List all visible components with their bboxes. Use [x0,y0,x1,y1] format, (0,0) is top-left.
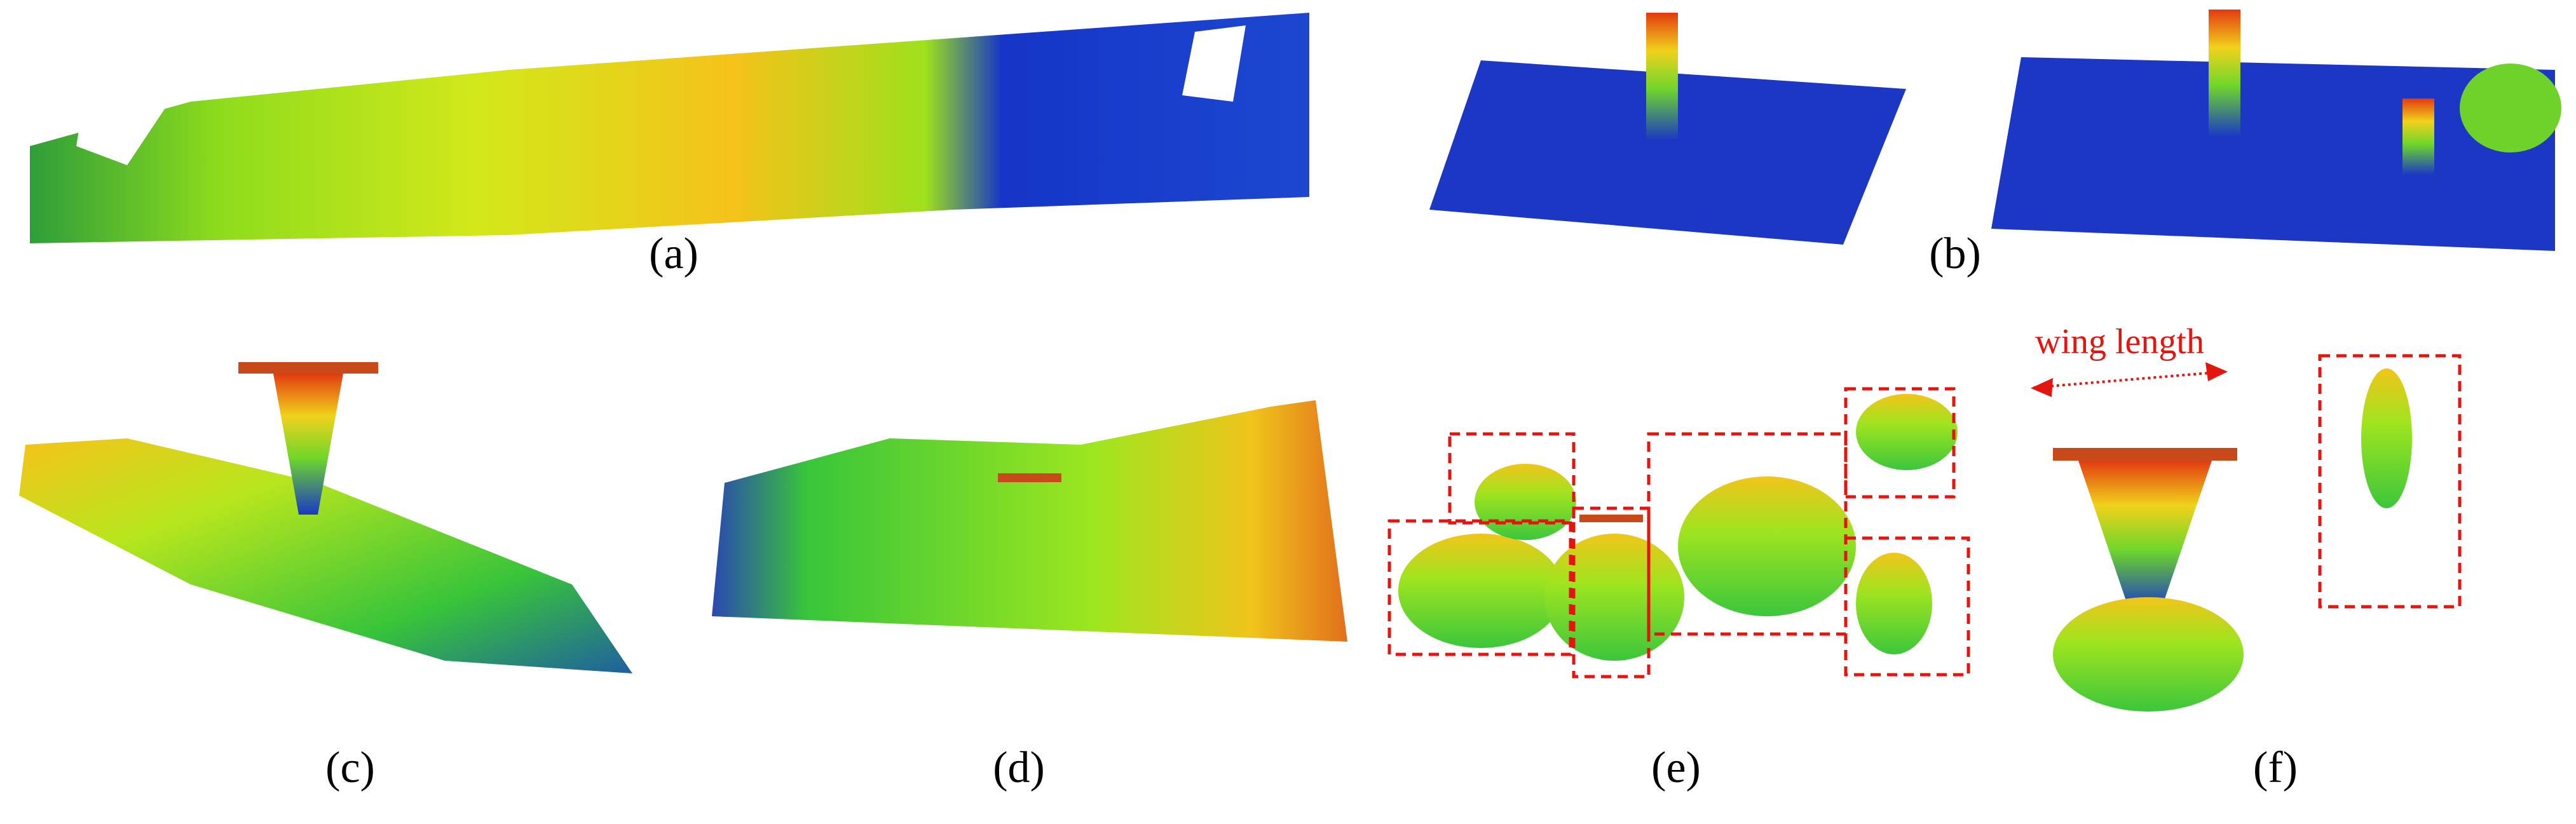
tower-arm [998,473,1061,482]
tower-arm [1579,515,1643,522]
point-cloud [1429,60,1906,245]
tower-arm [2053,448,2237,461]
gap [1182,25,1246,102]
trees [1856,553,1932,654]
trees [2053,597,2244,712]
panel-label: (a) [649,229,699,278]
panel-label: (e) [1651,743,1701,792]
highlight-box [1844,387,1956,499]
trees [2460,64,2561,152]
panel-label: (f) [2253,743,2298,792]
tower [2209,10,2240,137]
highlight-box [1844,536,1970,677]
tower [273,374,343,515]
panel-label: (d) [993,743,1045,792]
annotation: wing length [2035,322,2204,361]
tower [2078,461,2212,610]
highlight-box [2318,354,2462,609]
trees [1856,394,1958,470]
highlight-box [1387,519,1572,656]
highlight-box [1647,432,1848,636]
trees [1678,476,1856,616]
highlight-box [1572,506,1651,679]
point-cloud [30,13,1309,243]
points [2361,368,2412,508]
trees [1544,534,1684,661]
tower-arm [238,362,378,374]
trees [1475,464,1576,540]
point-cloud [19,438,632,673]
point-cloud [712,400,1347,642]
trees [1398,534,1564,648]
tower [2402,98,2434,175]
highlight-box [1448,432,1576,525]
tower [1646,13,1678,140]
panel-label: (b) [1929,229,1981,278]
panel-label: (c) [325,743,375,792]
arrowhead [2205,362,2228,381]
gap [76,108,165,165]
dimension-line [2033,370,2225,389]
arrowhead [2031,378,2053,397]
